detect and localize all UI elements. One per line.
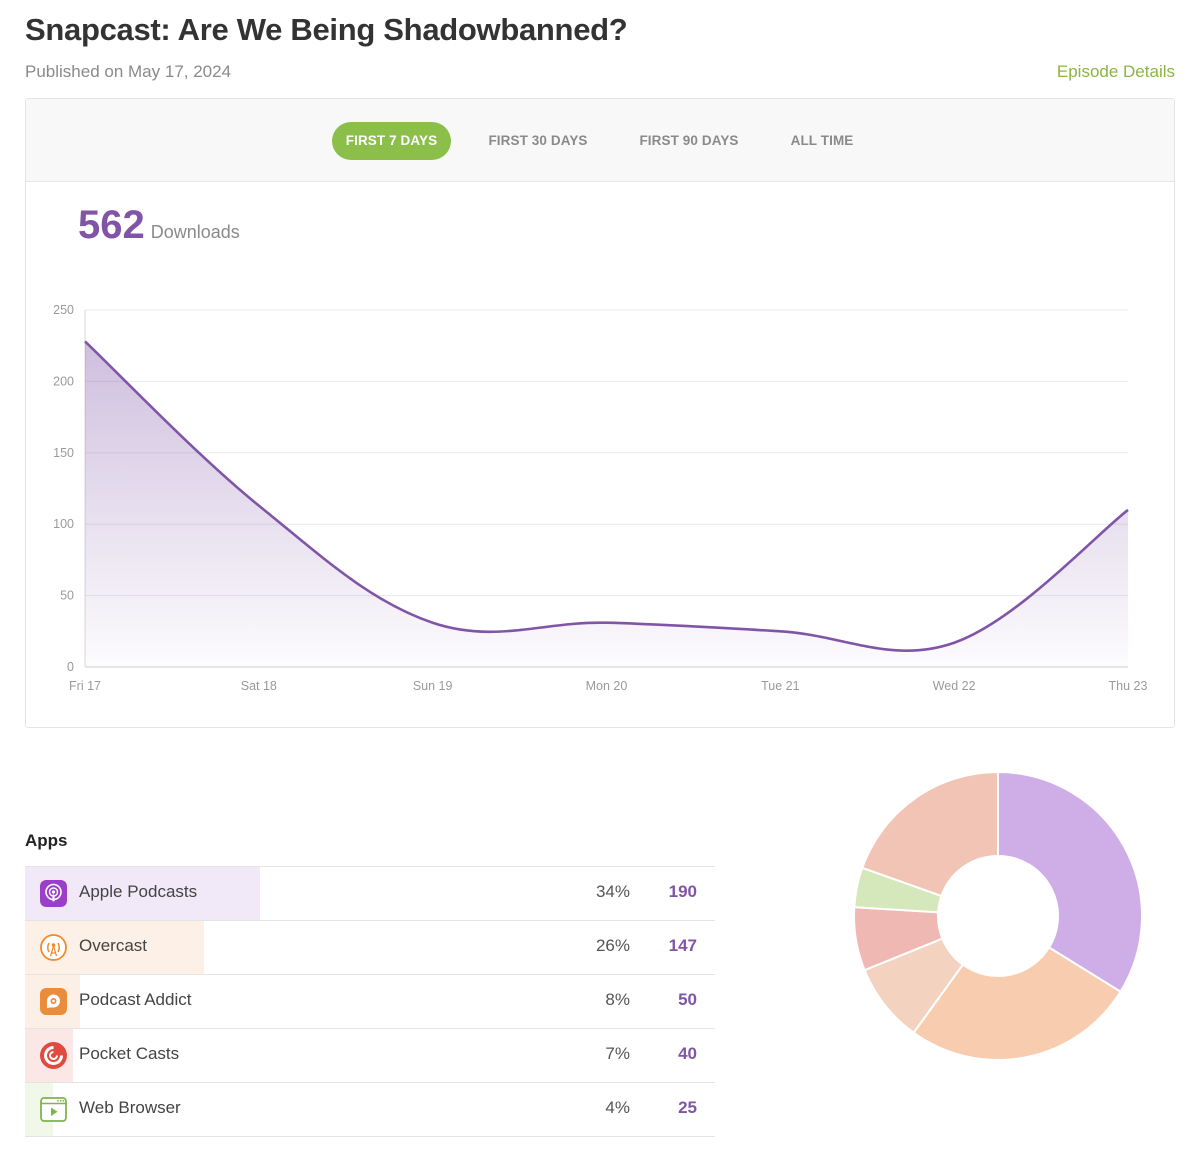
downloads-label: Downloads: [150, 222, 240, 242]
range-tabbar: FIRST 7 DAYS FIRST 30 DAYS FIRST 90 DAYS…: [26, 99, 1174, 182]
downloads-card: FIRST 7 DAYS FIRST 30 DAYS FIRST 90 DAYS…: [25, 98, 1175, 728]
page-title: Snapcast: Are We Being Shadowbanned?: [25, 12, 628, 47]
y-tick-label: 250: [53, 303, 74, 317]
app-count: 147: [668, 936, 697, 955]
app-row-overcast[interactable]: Overcast 26% 147: [25, 921, 715, 975]
x-tick-label: Tue 21: [761, 679, 800, 693]
donut-slice: [861, 770, 999, 898]
downloads-series-line: [84, 340, 1129, 652]
app-percent: 4%: [605, 1098, 630, 1117]
x-tick-label: Fri 17: [69, 679, 101, 693]
tab-first-7-days[interactable]: FIRST 7 DAYS: [332, 122, 451, 160]
x-tick-label: Mon 20: [586, 679, 628, 693]
app-name: Podcast Addict: [79, 990, 192, 1009]
y-tick-label: 150: [53, 446, 74, 460]
x-tick-label: Wed 22: [933, 679, 976, 693]
app-row-pocket-casts[interactable]: Pocket Casts 7% 40: [25, 1029, 715, 1083]
apps-title: Apps: [25, 831, 68, 850]
apple-podcasts-icon: [40, 880, 67, 907]
episode-details-link[interactable]: Episode Details: [1056, 62, 1175, 81]
apps-table: Apple Podcasts 34% 190 Overcast 26% 147 …: [25, 866, 715, 1137]
downloads-line-chart: 0 50 100 150 200 250 Fri 17 Sat 18 Sun 19 Mon 20 T…: [53, 303, 1148, 693]
tab-first-90-days[interactable]: FIRST 90 DAYS: [639, 133, 739, 148]
app-name: Web Browser: [79, 1098, 181, 1117]
x-tick-label: Sun 19: [413, 679, 453, 693]
app-percent: 8%: [605, 990, 630, 1009]
downloads-total: 562: [78, 203, 145, 247]
x-tick-label: Sat 18: [241, 679, 277, 693]
podcast-addict-icon: [40, 988, 67, 1015]
apps-donut-chart: [853, 770, 1143, 1061]
app-name: Apple Podcasts: [79, 882, 198, 901]
app-name: Pocket Casts: [79, 1044, 180, 1063]
app-row-podcast-addict[interactable]: Podcast Addict 8% 50: [25, 975, 715, 1029]
y-tick-label: 200: [53, 374, 74, 388]
app-count: 40: [678, 1044, 697, 1063]
app-count: 25: [678, 1098, 697, 1117]
y-tick-label: 100: [53, 517, 74, 531]
tab-first-30-days[interactable]: FIRST 30 DAYS: [488, 133, 588, 148]
app-count: 190: [668, 882, 697, 901]
y-tick-label: 0: [67, 660, 74, 674]
app-percent: 7%: [605, 1044, 630, 1063]
downloads-summary: 562 Downloads: [78, 203, 240, 248]
app-count: 50: [678, 990, 697, 1009]
overcast-icon: [40, 934, 67, 961]
app-percent: 34%: [595, 882, 630, 901]
downloads-area-fill: [85, 341, 1128, 667]
y-tick-label: 50: [60, 589, 74, 603]
published-date: Published on May 17, 2024: [25, 62, 232, 81]
app-row-web-browser[interactable]: Web Browser 4% 25: [25, 1083, 715, 1137]
donut-slice: [912, 946, 1122, 1061]
tab-all-time[interactable]: ALL TIME: [790, 133, 854, 148]
donut-slice: [997, 770, 1143, 994]
x-tick-label: Thu 23: [1109, 679, 1148, 693]
pocket-casts-icon: [40, 1042, 67, 1069]
app-row-apple-podcasts[interactable]: Apple Podcasts 34% 190: [25, 867, 715, 921]
app-percent: 26%: [595, 936, 630, 955]
web-browser-icon: [40, 1097, 67, 1122]
app-name: Overcast: [79, 936, 148, 955]
